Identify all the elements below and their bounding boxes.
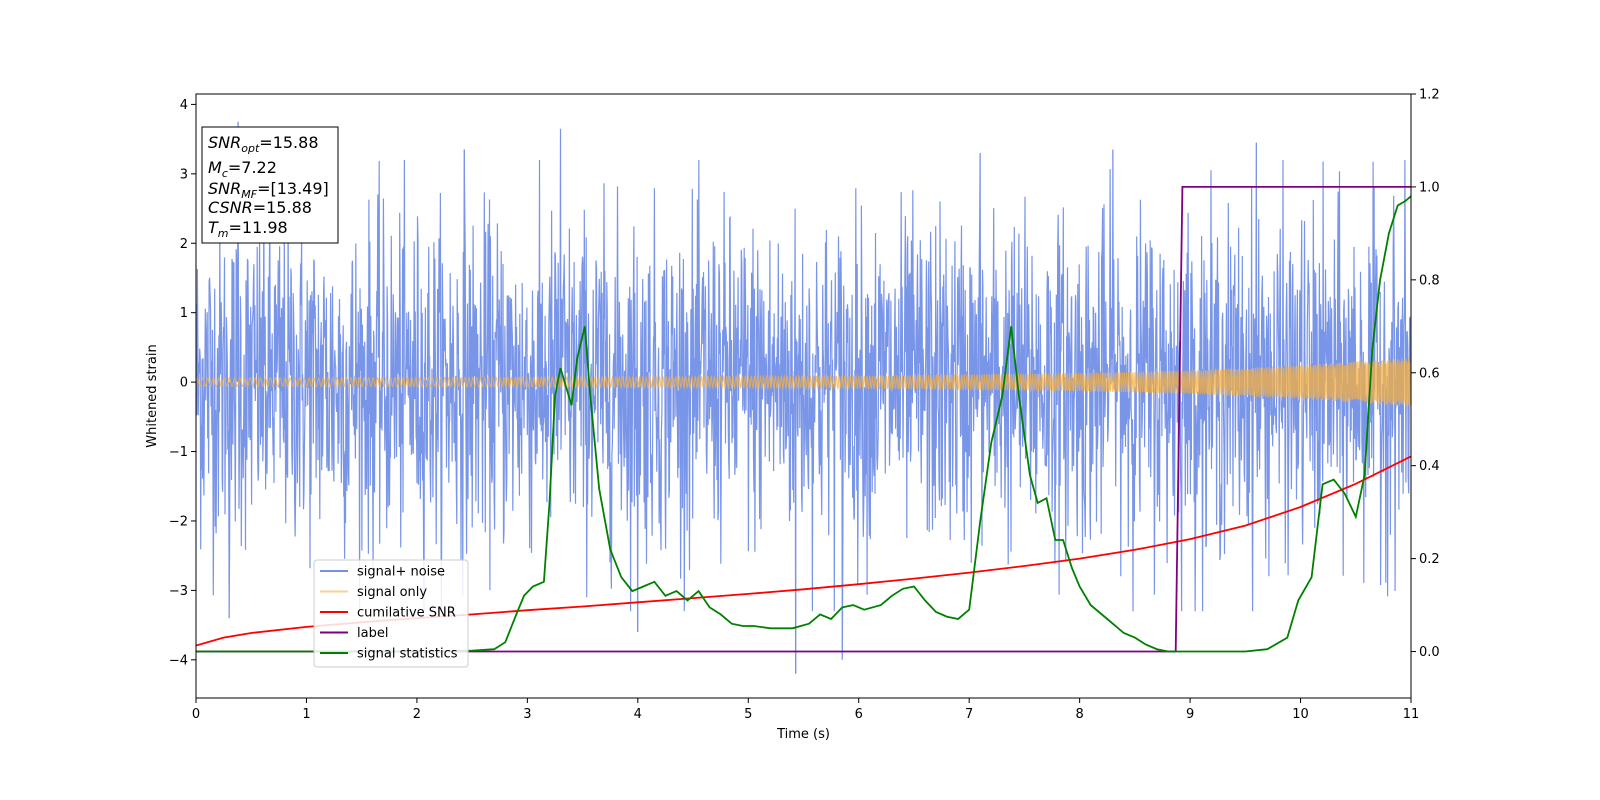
info-line: Tm=11.98 <box>208 218 288 240</box>
x-axis-label: Time (s) <box>776 727 830 742</box>
y-right-tick-label: 0.8 <box>1419 273 1440 288</box>
info-value: =15.88 <box>253 198 312 217</box>
y-left-tick-label: −3 <box>169 584 188 599</box>
x-tick-label: 0 <box>192 707 200 722</box>
y-right-tick-label: 1.0 <box>1419 180 1440 195</box>
y-axis-left: −4 −3 −2 −1 0 1 2 3 4 <box>169 98 196 668</box>
y-right-tick-label: 0.2 <box>1419 552 1440 567</box>
info-subscript: c <box>222 167 228 180</box>
x-tick-label: 7 <box>965 707 973 722</box>
x-tick-label: 6 <box>855 707 863 722</box>
x-axis: 0 1 2 3 4 5 6 7 8 9 10 11 <box>192 698 1419 722</box>
info-value: =7.22 <box>228 158 277 177</box>
series-label-line <box>196 186 1411 653</box>
x-tick-label: 10 <box>1292 707 1309 722</box>
info-subscript: MF <box>241 188 257 201</box>
info-subscript: m <box>218 227 229 240</box>
y-left-tick-label: −2 <box>169 514 188 529</box>
info-line: CSNR=15.88 <box>208 198 312 217</box>
plot-content <box>196 121 1411 674</box>
legend-label: label <box>357 626 388 641</box>
y-axis-right: 0.0 0.2 0.4 0.6 0.8 1.0 1.2 <box>1411 88 1440 660</box>
y-axis-label: Whitened strain <box>145 344 160 447</box>
x-tick-label: 4 <box>634 707 642 722</box>
info-symbol: SNR <box>208 133 241 152</box>
plot-frame <box>195 93 1412 699</box>
info-symbol: M <box>208 158 222 177</box>
y-right-tick-label: 0.4 <box>1419 459 1440 474</box>
y-left-tick-label: 0 <box>180 376 188 391</box>
x-tick-label: 1 <box>302 707 310 722</box>
y-left-tick-label: 2 <box>180 237 188 252</box>
info-symbol: T <box>208 218 219 237</box>
info-subscript: opt <box>241 142 260 155</box>
y-right-tick-label: 0.0 <box>1419 645 1440 660</box>
x-tick-label: 9 <box>1186 707 1194 722</box>
legend-label: signal+ noise <box>357 565 445 580</box>
x-tick-label: 11 <box>1403 707 1420 722</box>
legend-label: signal statistics <box>357 647 458 662</box>
y-right-tick-label: 1.2 <box>1419 88 1440 103</box>
info-line: SNRMF=[13.49] <box>208 179 329 201</box>
legend-label: cumilative SNR <box>357 606 456 621</box>
y-left-tick-label: −1 <box>169 445 188 460</box>
series-signal-only-line <box>196 358 1411 406</box>
info-value: =15.88 <box>259 133 318 152</box>
x-tick-label: 3 <box>523 707 531 722</box>
y-left-tick-label: 3 <box>180 167 188 182</box>
legend-frame <box>313 559 469 668</box>
info-line: SNRopt=15.88 <box>208 133 319 155</box>
y-right-tick-label: 0.6 <box>1419 366 1440 381</box>
series-signal-noise-line <box>196 121 1411 674</box>
info-box-frame <box>201 126 339 244</box>
info-value: =[13.49] <box>257 179 329 198</box>
x-tick-label: 8 <box>1075 707 1083 722</box>
legend: signal+ noise signal only cumilative SNR la… <box>313 559 469 668</box>
info-line: Mc=7.22 <box>208 158 277 180</box>
series-signal-statistics-line <box>196 195 1411 653</box>
info-symbol: SNR <box>208 179 241 198</box>
x-tick-label: 5 <box>744 707 752 722</box>
info-symbol: CSNR <box>208 198 253 217</box>
info-box: SNRopt=15.88Mc=7.22SNRMF=[13.49]CSNR=15.… <box>201 126 339 244</box>
y-left-tick-label: 1 <box>180 306 188 321</box>
y-left-tick-label: 4 <box>180 98 188 113</box>
y-left-tick-label: −4 <box>169 653 188 668</box>
info-value: =11.98 <box>229 218 288 237</box>
legend-label: signal only <box>357 585 427 600</box>
x-tick-label: 2 <box>413 707 421 722</box>
